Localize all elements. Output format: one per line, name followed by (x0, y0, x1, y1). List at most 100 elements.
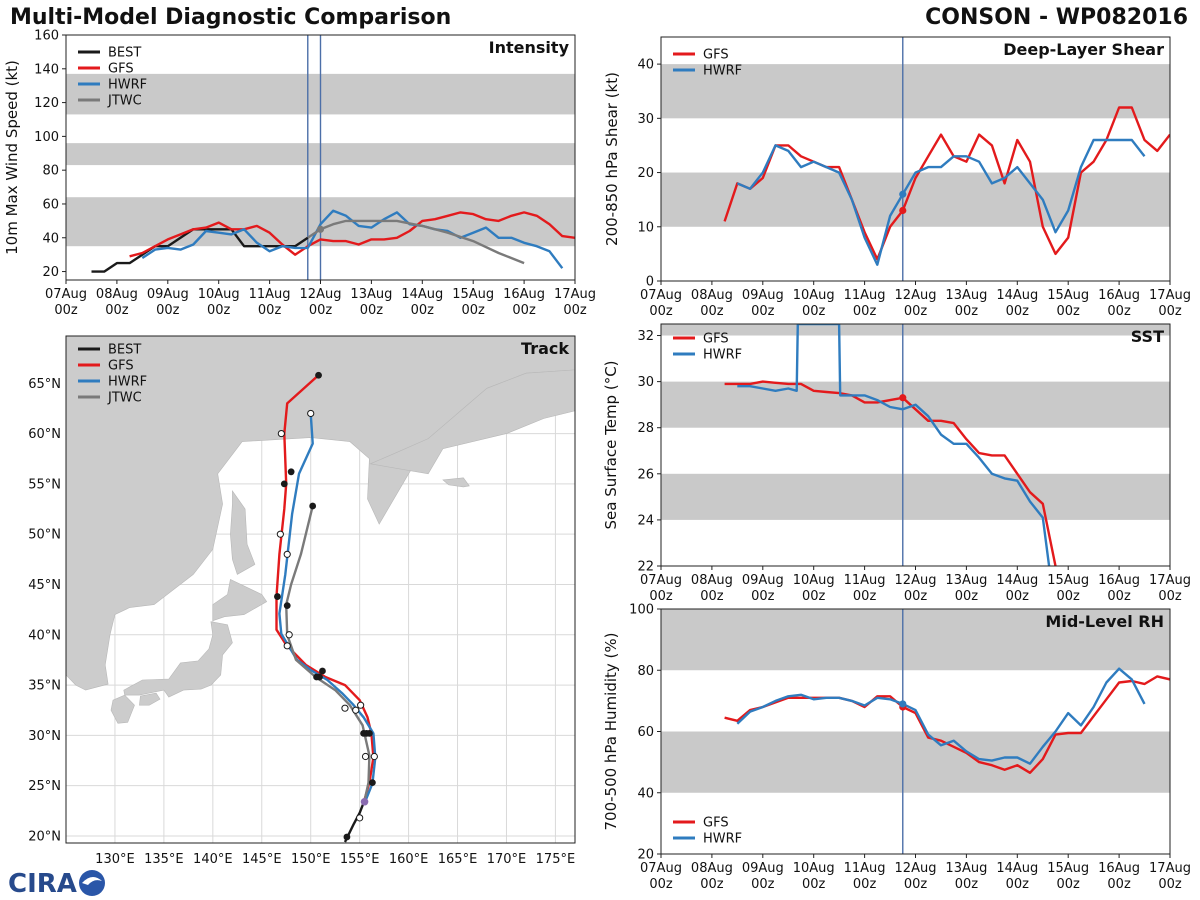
sst-title: SST (1131, 327, 1164, 346)
shear-xtick-label-hour: 00z (904, 304, 928, 319)
intensity-series-gfs (129, 211, 575, 258)
track-point-current (360, 797, 369, 806)
rh-xtick-label-hour: 00z (1057, 877, 1081, 892)
intensity-ytick-label: 140 (34, 62, 59, 77)
cira-logo-text: CIRA (8, 869, 77, 898)
intensity-xtick-label-day: 10Aug (198, 287, 240, 302)
intensity-ytick-label: 160 (34, 29, 59, 44)
track-ytick-label: 35°N (28, 679, 61, 694)
sst-xtick-label-day: 11Aug (844, 573, 886, 588)
rh-ylabel: 700-500 hPa Humidity (%) (602, 632, 620, 830)
rh-xtick-label-hour: 00z (751, 877, 775, 892)
track-series-jtwc (285, 505, 371, 802)
track-point-open (361, 752, 370, 761)
shear-xtick-label-hour: 00z (955, 304, 979, 319)
rh-xtick-label-hour: 00z (853, 877, 877, 892)
track-legend-label-best: BEST (108, 343, 141, 358)
sst-xtick-label-hour: 00z (802, 589, 826, 604)
track-point-filled (280, 480, 288, 488)
track-ytick-label: 60°N (28, 427, 61, 442)
rh-xtick-label-day: 11Aug (844, 861, 886, 876)
shear-xtick-label-day: 14Aug (996, 288, 1038, 303)
rh-title: Mid-Level RH (1045, 612, 1164, 631)
shear-xtick-label-hour: 00z (1158, 304, 1182, 319)
track-point-filled (315, 371, 322, 379)
track-point-filled (283, 602, 291, 609)
shear-ytick-label: 30 (637, 112, 654, 127)
sst-xtick-label-day: 15Aug (1047, 573, 1089, 588)
rh-xtick-label-day: 10Aug (793, 861, 835, 876)
intensity-ytick-label: 80 (42, 164, 59, 179)
intensity-legend-label-jtwc: JTWC (107, 94, 142, 109)
intensity-xtick-label-hour: 00z (105, 303, 129, 318)
track-point-filled (309, 502, 317, 510)
shear-chart: 01020304007Aug00z08Aug00z09Aug00z10Aug00… (603, 36, 1191, 319)
track-point-filled (368, 779, 376, 787)
sst-xtick-label-day: 16Aug (1098, 573, 1140, 588)
intensity-xtick-label-day: 12Aug (300, 287, 342, 302)
rh-xtick-label-day: 17Aug (1149, 861, 1191, 876)
sst-ytick-label: 32 (637, 329, 654, 344)
intensity-plot-area (66, 35, 575, 280)
track-legend-label-jtwc: JTWC (107, 391, 142, 406)
shear-xtick-label-hour: 00z (1057, 304, 1081, 319)
shear-plot-area (661, 37, 1170, 281)
rh-xtick-label-day: 13Aug (945, 861, 987, 876)
track-ytick-label: 25°N (28, 779, 61, 794)
rh-ytick-label: 20 (637, 848, 654, 863)
track-title: Track (521, 339, 569, 358)
rh-series-hwrf (736, 667, 1146, 765)
sst-plot-area (661, 324, 1170, 566)
cira-logo-globe (79, 870, 105, 896)
commander-islands (442, 477, 470, 488)
rh-xtick-label-day: 14Aug (996, 861, 1038, 876)
track-point-open (356, 814, 364, 822)
sst-ylabel: Sea Surface Temp (°C) (602, 360, 620, 529)
shear-xtick-label-day: 08Aug (691, 288, 733, 303)
rh-xtick-label-hour: 00z (904, 877, 928, 892)
intensity-legend-label-best: BEST (108, 46, 141, 61)
sst-band-2 (661, 324, 1170, 336)
storm-title: CONSON - WP082016 (925, 5, 1188, 30)
shear-xtick-label-day: 07Aug (640, 288, 682, 303)
track-xtick-label: 170°E (487, 852, 527, 867)
track-series-gfs (275, 374, 375, 804)
intensity-ytick-label: 20 (42, 265, 59, 280)
sst-xtick-label-hour: 00z (700, 589, 724, 604)
intensity-xtick-label-hour: 00z (54, 303, 78, 318)
track-point-filled (287, 468, 295, 476)
rh-xtick-label-day: 15Aug (1047, 861, 1089, 876)
sst-xtick-label-day: 17Aug (1149, 573, 1191, 588)
rh-chart: 2040608010007Aug00z08Aug00z09Aug00z10Aug… (602, 603, 1191, 893)
track-xtick-label: 160°E (389, 852, 429, 867)
shear-ylabel: 200-850 hPa Shear (kt) (603, 72, 621, 246)
intensity-xtick-label-hour: 00z (156, 303, 180, 318)
shear-xtick-label-hour: 00z (1006, 304, 1030, 319)
shear-xtick-label-day: 09Aug (742, 288, 784, 303)
intensity-xtick-label-hour: 00z (563, 303, 587, 318)
sst-legend-label-hwrf: HWRF (703, 348, 742, 363)
track-point-filled (274, 593, 281, 600)
shear-legend-label-gfs: GFS (703, 48, 729, 63)
shear-xtick-label-day: 10Aug (793, 288, 835, 303)
track-legend-label-hwrf: HWRF (108, 375, 147, 390)
intensity-marker-0 (316, 225, 325, 233)
sst-ytick-label: 28 (637, 421, 654, 436)
intensity-xtick-label-day: 17Aug (554, 287, 596, 302)
rh-xtick-label-day: 08Aug (691, 861, 733, 876)
sst-xtick-label-day: 07Aug (640, 573, 682, 588)
rh-ytick-label: 60 (637, 725, 654, 740)
rh-band-1 (661, 609, 1170, 671)
shear-marker-1 (899, 190, 907, 198)
track-xtick-label: 140°E (193, 852, 233, 867)
intensity-legend-label-gfs: GFS (108, 62, 134, 77)
intensity-xtick-label-day: 11Aug (249, 287, 291, 302)
track-frame (65, 335, 576, 844)
shear-ytick-label: 20 (637, 166, 654, 181)
sst-xtick-label-day: 08Aug (691, 573, 733, 588)
rh-xtick-label-hour: 00z (1158, 877, 1182, 892)
track-point-open (285, 631, 293, 639)
track-ytick-label: 40°N (28, 628, 61, 643)
intensity-xtick-label-day: 14Aug (401, 287, 443, 302)
track-legend-label-gfs: GFS (108, 359, 134, 374)
